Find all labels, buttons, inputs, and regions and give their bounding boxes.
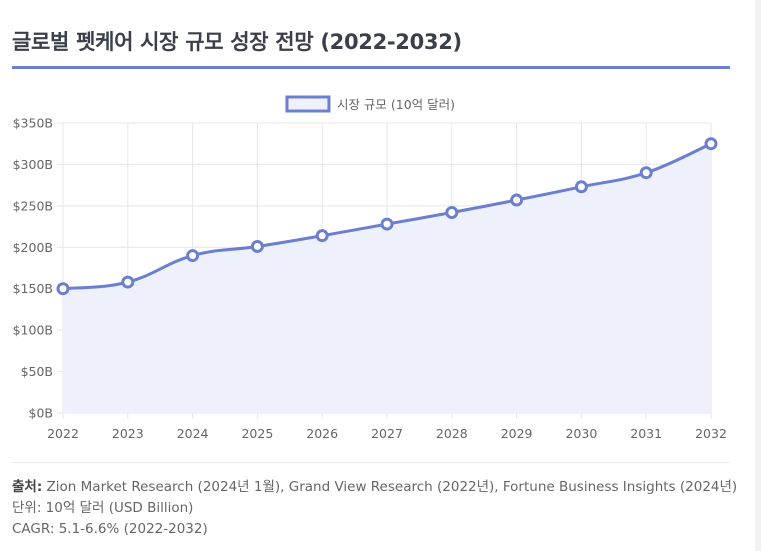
y-tick-label: $350B bbox=[13, 116, 53, 131]
data-point bbox=[445, 205, 459, 219]
footer-divider bbox=[12, 462, 730, 463]
y-tick-label: $50B bbox=[21, 364, 53, 379]
line-chart: 시장 규모 (10억 달러) $0B $50B $100B $150B $200B $25… bbox=[13, 95, 727, 441]
data-point bbox=[380, 217, 394, 231]
data-point bbox=[315, 229, 329, 243]
title-divider bbox=[12, 66, 730, 69]
source-line: 출처: Zion Market Research (2024년 1월), Gra… bbox=[12, 477, 737, 498]
x-tick-label: 2025 bbox=[241, 426, 273, 441]
series-area-fill bbox=[63, 143, 711, 413]
y-tick-label: $200B bbox=[13, 240, 53, 255]
x-tick-label: 2029 bbox=[501, 426, 533, 441]
chart-footer: 출처: Zion Market Research (2024년 1월), Gra… bbox=[12, 477, 737, 540]
data-point bbox=[704, 137, 718, 151]
y-tick-label: $100B bbox=[13, 323, 53, 338]
data-point bbox=[574, 180, 588, 194]
scrollbar[interactable] bbox=[755, 0, 761, 551]
x-tick-label: 2024 bbox=[177, 426, 209, 441]
y-tick-label: $0B bbox=[29, 406, 53, 421]
data-point bbox=[639, 166, 653, 180]
x-tick-label: 2023 bbox=[112, 426, 144, 441]
legend-label: 시장 규모 (10억 달러) bbox=[337, 97, 455, 112]
x-tick-label: 2022 bbox=[47, 426, 79, 441]
chart-points bbox=[56, 137, 718, 296]
data-point bbox=[510, 193, 524, 207]
page-title: 글로벌 펫케어 시장 규모 성장 전망 (2022-2032) bbox=[12, 30, 462, 54]
unit-note: 단위: 10억 달러 (USD Billion) bbox=[12, 500, 194, 516]
x-tick-label: 2031 bbox=[630, 426, 662, 441]
data-point bbox=[250, 239, 264, 253]
y-tick-label: $250B bbox=[13, 198, 53, 213]
x-tick-label: 2026 bbox=[306, 426, 338, 441]
x-tick-label: 2028 bbox=[436, 426, 468, 441]
data-point bbox=[121, 275, 135, 289]
source-label: 출처: bbox=[12, 479, 43, 495]
x-tick-label: 2032 bbox=[695, 426, 727, 441]
x-axis: 2022 2023 2024 2025 2026 2027 2028 2029 2030 2031… bbox=[47, 426, 727, 441]
x-tick-label: 2027 bbox=[371, 426, 403, 441]
source-text: Zion Market Research (2024년 1월), Grand V… bbox=[42, 479, 738, 495]
chart-card: 글로벌 펫케어 시장 규모 성장 전망 (2022-2032) 시장 규모 (1… bbox=[12, 0, 737, 551]
legend-swatch bbox=[285, 95, 331, 113]
y-tick-label: $300B bbox=[13, 157, 53, 172]
data-point bbox=[186, 249, 200, 263]
cagr-note: CAGR: 5.1-6.6% (2022-2032) bbox=[12, 521, 208, 537]
chart-area bbox=[63, 143, 711, 413]
data-point bbox=[56, 282, 70, 296]
y-tick-label: $150B bbox=[13, 281, 53, 296]
chart-legend[interactable]: 시장 규모 (10억 달러) bbox=[285, 95, 455, 113]
y-axis: $0B $50B $100B $150B $200B $250B $300B $350B bbox=[13, 116, 53, 421]
x-tick-label: 2030 bbox=[565, 426, 597, 441]
